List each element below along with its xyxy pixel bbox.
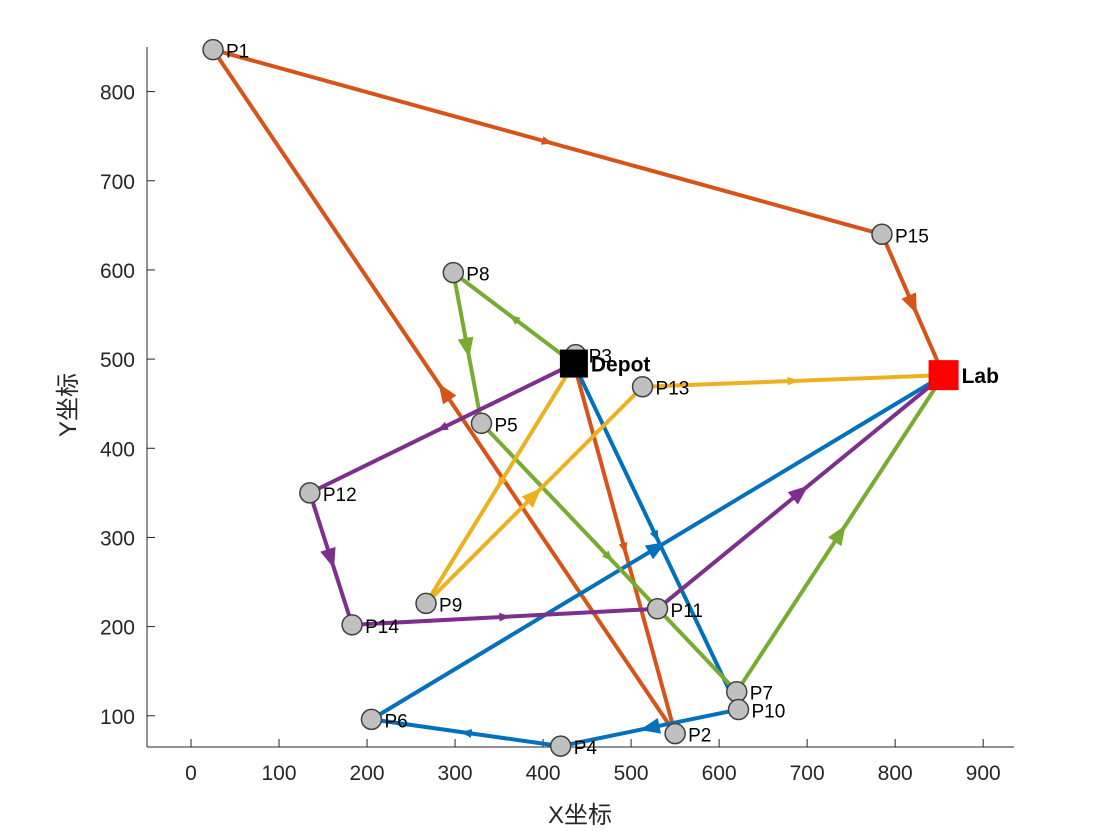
route-arrow: [649, 529, 659, 542]
x-tick-label: 500: [614, 762, 649, 785]
point-label: P9: [439, 595, 462, 616]
point-label: P5: [494, 415, 517, 436]
route-1: [211, 47, 946, 736]
point-marker: [360, 708, 383, 731]
route-4: [307, 361, 946, 627]
point-label: P4: [574, 738, 598, 759]
point-marker: [341, 614, 363, 636]
lab-label: Lab: [962, 365, 999, 388]
route-arrow: [541, 136, 553, 145]
lab-marker: [928, 360, 959, 391]
route-arrow: [787, 376, 799, 386]
route-arrow: [639, 717, 662, 734]
x-tick-label: 600: [702, 762, 737, 785]
point-marker: [727, 698, 750, 721]
route-arrow: [901, 292, 917, 314]
point-label: P8: [466, 265, 489, 286]
point-marker: [646, 598, 669, 620]
x-axis-label: X坐标: [548, 802, 612, 829]
y-tick-label: 200: [100, 617, 135, 640]
y-tick-label: 400: [100, 438, 135, 461]
route-arrow: [499, 612, 511, 622]
point-label: P2: [688, 726, 711, 747]
point-marker: [442, 261, 465, 284]
y-tick-label: 800: [100, 82, 135, 105]
route-arrow: [320, 546, 336, 569]
route-arrow: [509, 314, 521, 325]
route-arrow: [457, 336, 474, 358]
route-arrow: [521, 488, 542, 508]
point-label: P3: [589, 347, 612, 368]
point-marker: [725, 680, 748, 703]
route-arrow: [602, 550, 613, 562]
point-marker: [415, 592, 437, 615]
point-label: P7: [750, 684, 773, 705]
point-marker: [631, 375, 654, 398]
point-label: P14: [365, 617, 399, 638]
x-tick-label: 700: [790, 762, 825, 785]
route-arrow: [618, 542, 628, 554]
y-tick-label: 600: [100, 260, 135, 283]
x-tick-label: 0: [185, 762, 197, 785]
y-axis-label: Y坐标: [55, 373, 82, 437]
point-label: P12: [323, 485, 357, 506]
point-label: P10: [751, 702, 785, 723]
y-tick-label: 300: [100, 527, 135, 550]
point-label: P13: [656, 379, 690, 400]
x-tick-label: 400: [526, 762, 561, 785]
point-label: P1: [226, 42, 249, 63]
y-tick-label: 100: [100, 706, 135, 729]
route-arrow: [787, 485, 809, 505]
point-marker: [470, 412, 493, 435]
y-tick-label: 500: [100, 349, 135, 372]
markers: P1 P2 P3 P4 P5 P6 P7 P8 P9 P10 P11 P12 P13 P14 P15 Depo…: [202, 38, 999, 759]
route-arrow: [497, 476, 507, 489]
y-tick-label: 700: [100, 171, 135, 194]
axes: 0 100 200 300 400 500 600 700 800 900 100 200 300 400…: [100, 47, 1014, 785]
route-3: [451, 270, 946, 694]
route-arrow: [827, 525, 846, 547]
x-tick-label: 900: [966, 762, 1001, 785]
route-arrow: [460, 729, 473, 738]
depot-marker: [559, 349, 588, 378]
depot-label: Depot: [591, 354, 651, 377]
route-2: [369, 361, 946, 749]
point-label: P11: [671, 601, 703, 622]
x-tick-label: 300: [438, 762, 473, 785]
route-arrow: [644, 542, 667, 560]
point-label: P15: [895, 226, 929, 247]
point-marker: [664, 722, 686, 745]
point-label: P6: [384, 711, 407, 732]
x-tick-label: 800: [878, 762, 913, 785]
route-5: [424, 361, 946, 606]
route-arrow: [438, 383, 457, 405]
point-marker: [299, 482, 321, 504]
point-marker: [871, 223, 893, 246]
x-tick-label: 100: [262, 762, 297, 785]
point-marker: [549, 735, 572, 757]
x-tick-label: 200: [350, 762, 385, 785]
routes: [211, 47, 946, 749]
route-arrow: [436, 421, 449, 431]
point-marker: [202, 38, 224, 61]
